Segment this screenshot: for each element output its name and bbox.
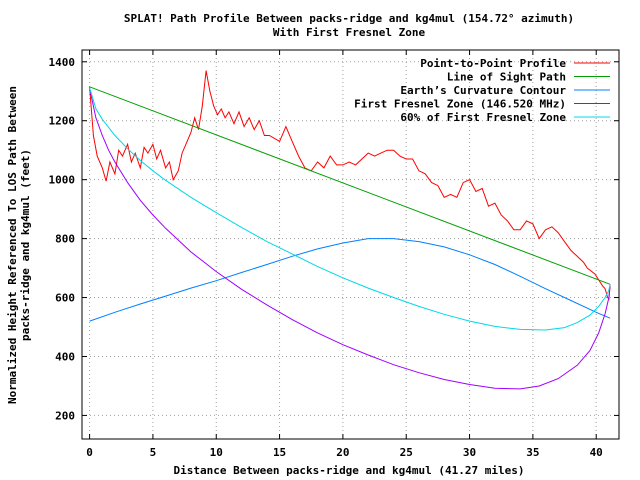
earth-curvature-series-line [89, 238, 611, 322]
x-axis-label: Distance Between packs-ridge and kg4mul … [174, 464, 525, 477]
series-group [89, 70, 611, 390]
legend-entry-fresnel-label: First Fresnel Zone (146.520 MHz) [354, 98, 566, 111]
x-tick-label: 40 [590, 446, 603, 459]
grid [82, 50, 619, 439]
x-tick-label: 5 [150, 446, 157, 459]
profile-series-line [89, 70, 611, 301]
y-axis-label-line1: Normalized Height Referenced To LOS Path… [6, 86, 19, 404]
y-tick-label: 200 [55, 409, 75, 422]
x-tick-label: 15 [273, 446, 286, 459]
y-tick-label: 800 [55, 233, 75, 246]
y-tick-label: 1000 [49, 174, 76, 187]
fresnel-60-series-line [89, 87, 611, 331]
y-tick-label: 400 [55, 350, 75, 363]
fresnel-zone-series-line [89, 88, 611, 390]
legend-entry-earth-curvature-label: Earth’s Curvature Contour [400, 84, 566, 97]
y-tick-label: 600 [55, 292, 75, 305]
x-tick-label: 20 [336, 446, 349, 459]
plot-frame [81, 49, 620, 440]
chart-title: SPLAT! Path Profile Between packs-ridge … [124, 12, 574, 25]
y-tick-label: 1200 [49, 115, 76, 128]
x-tick-label: 30 [463, 446, 476, 459]
x-tick-label: 0 [86, 446, 93, 459]
y-tick-label: 1400 [49, 56, 76, 69]
legend-entry-profile-label: Point-to-Point Profile [420, 57, 566, 70]
x-tick-label: 35 [526, 446, 539, 459]
chart-subtitle: With First Fresnel Zone [273, 26, 426, 39]
x-tick-label: 10 [210, 446, 223, 459]
legend-entry-fresnel-60-label: 60% of First Fresnel Zone [400, 111, 566, 124]
legend-entry-los-label: Line of Sight Path [447, 71, 566, 84]
los-series-line [89, 86, 611, 285]
axis-ticks: 0 5 10 15 20 25 30 35 40 200 400 600 800 1000 1200 1400 [49, 50, 619, 459]
x-tick-label: 25 [400, 446, 413, 459]
y-axis-label-line2: packs-ridge and kg4mul (feet) [19, 149, 32, 341]
